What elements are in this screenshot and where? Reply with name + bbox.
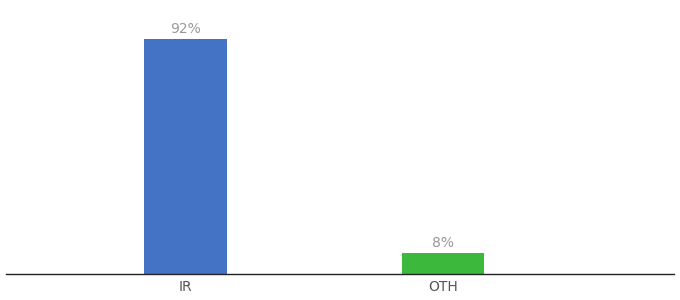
Text: 92%: 92% bbox=[170, 22, 201, 36]
Text: 8%: 8% bbox=[432, 236, 454, 250]
Bar bbox=[144, 39, 227, 274]
Bar bbox=[402, 253, 484, 274]
